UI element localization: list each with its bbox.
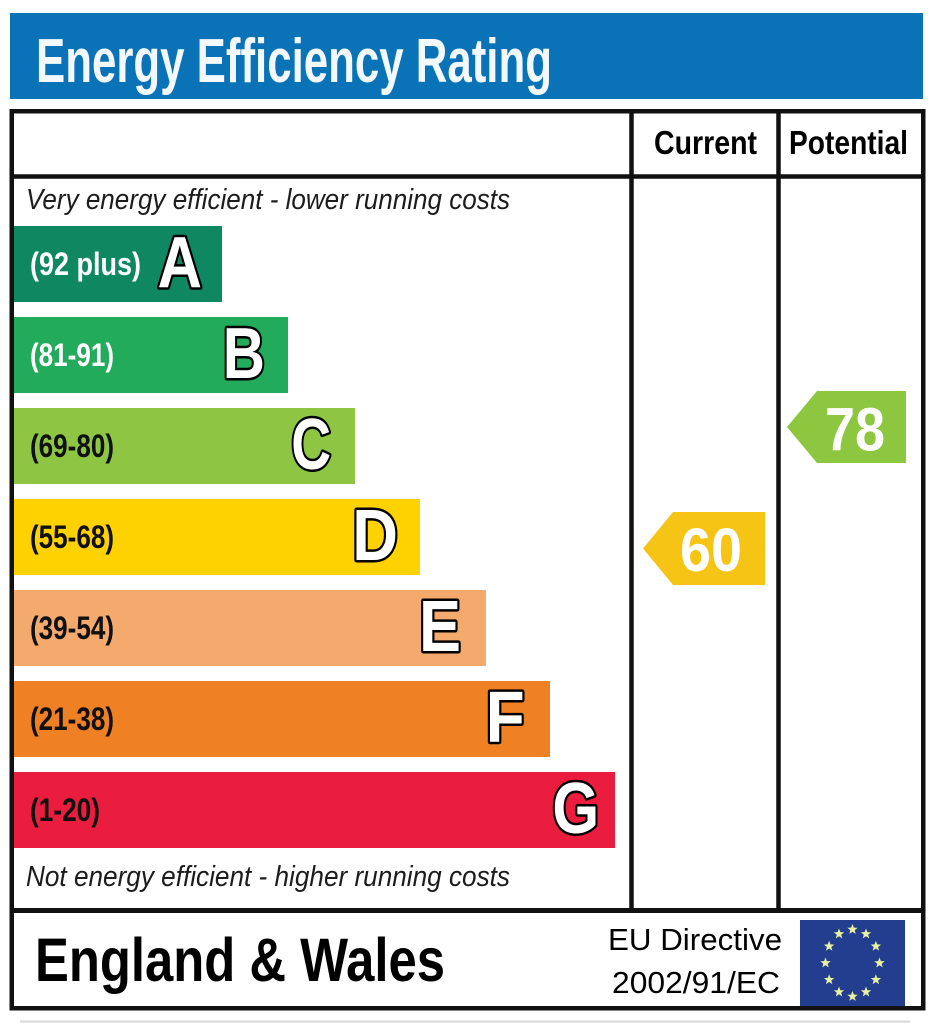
svg-text:E: E [419,587,461,667]
svg-text:Not energy efficient - higher: Not energy efficient - higher running co… [26,861,510,893]
svg-text:(39-54): (39-54) [30,610,114,646]
svg-text:60: 60 [680,516,742,584]
svg-text:G: G [552,769,599,849]
svg-text:(1-20): (1-20) [30,792,100,828]
svg-text:Very energy efficient - lower: Very energy efficient - lower running co… [26,184,510,216]
svg-text:Potential: Potential [789,124,908,161]
svg-text:(92 plus): (92 plus) [30,246,141,282]
svg-text:EU Directive: EU Directive [608,922,782,957]
svg-text:A: A [158,223,203,303]
svg-text:F: F [486,678,525,758]
svg-text:C: C [291,405,331,485]
svg-text:(21-38): (21-38) [30,701,114,737]
svg-text:(69-80): (69-80) [30,428,114,464]
svg-text:2002/91/EC: 2002/91/EC [612,965,780,1000]
svg-text:(81-91): (81-91) [30,337,114,373]
svg-text:(55-68): (55-68) [30,519,114,555]
svg-text:D: D [352,496,398,576]
svg-text:B: B [223,314,265,394]
svg-text:Current: Current [654,124,757,161]
svg-text:Energy Efficiency Rating: Energy Efficiency Rating [36,27,552,96]
svg-text:78: 78 [825,396,885,464]
svg-text:England & Wales: England & Wales [35,926,445,994]
